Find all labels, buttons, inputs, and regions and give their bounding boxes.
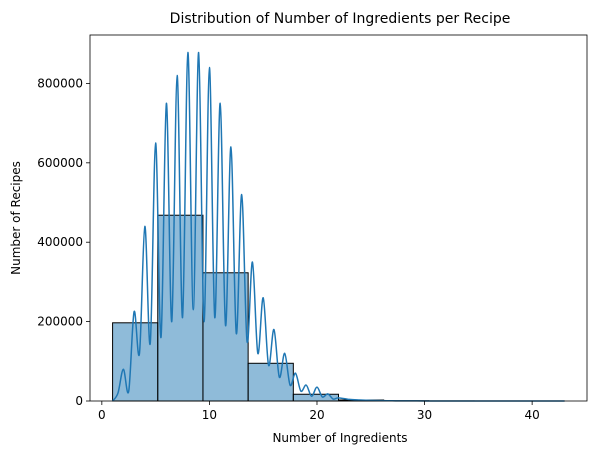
x-tick-label: 40 [524,408,539,422]
y-tick-label: 600000 [37,156,83,170]
y-tick-label: 400000 [37,235,83,249]
y-tick-label: 0 [75,394,83,408]
chart-title: Distribution of Number of Ingredients pe… [170,11,511,27]
x-tick-label: 20 [309,408,324,422]
y-tick-label: 800000 [37,76,83,90]
histogram-bar [247,362,294,402]
y-tick-label: 200000 [37,315,83,329]
kde-curve [111,51,565,402]
plot-frame [89,34,588,402]
x-axis-label: Number of Ingredients [272,431,407,445]
x-tick-label: 0 [98,408,106,422]
x-tick-label: 10 [202,408,217,422]
y-axis-ticks: 0 200000 400000 600000 800000 [37,76,90,408]
x-tick-label: 30 [417,408,432,422]
histogram-bar [202,272,249,402]
y-axis-label: Number of Recipes [9,161,23,275]
x-axis-ticks: 0 10 20 30 40 [98,401,540,422]
